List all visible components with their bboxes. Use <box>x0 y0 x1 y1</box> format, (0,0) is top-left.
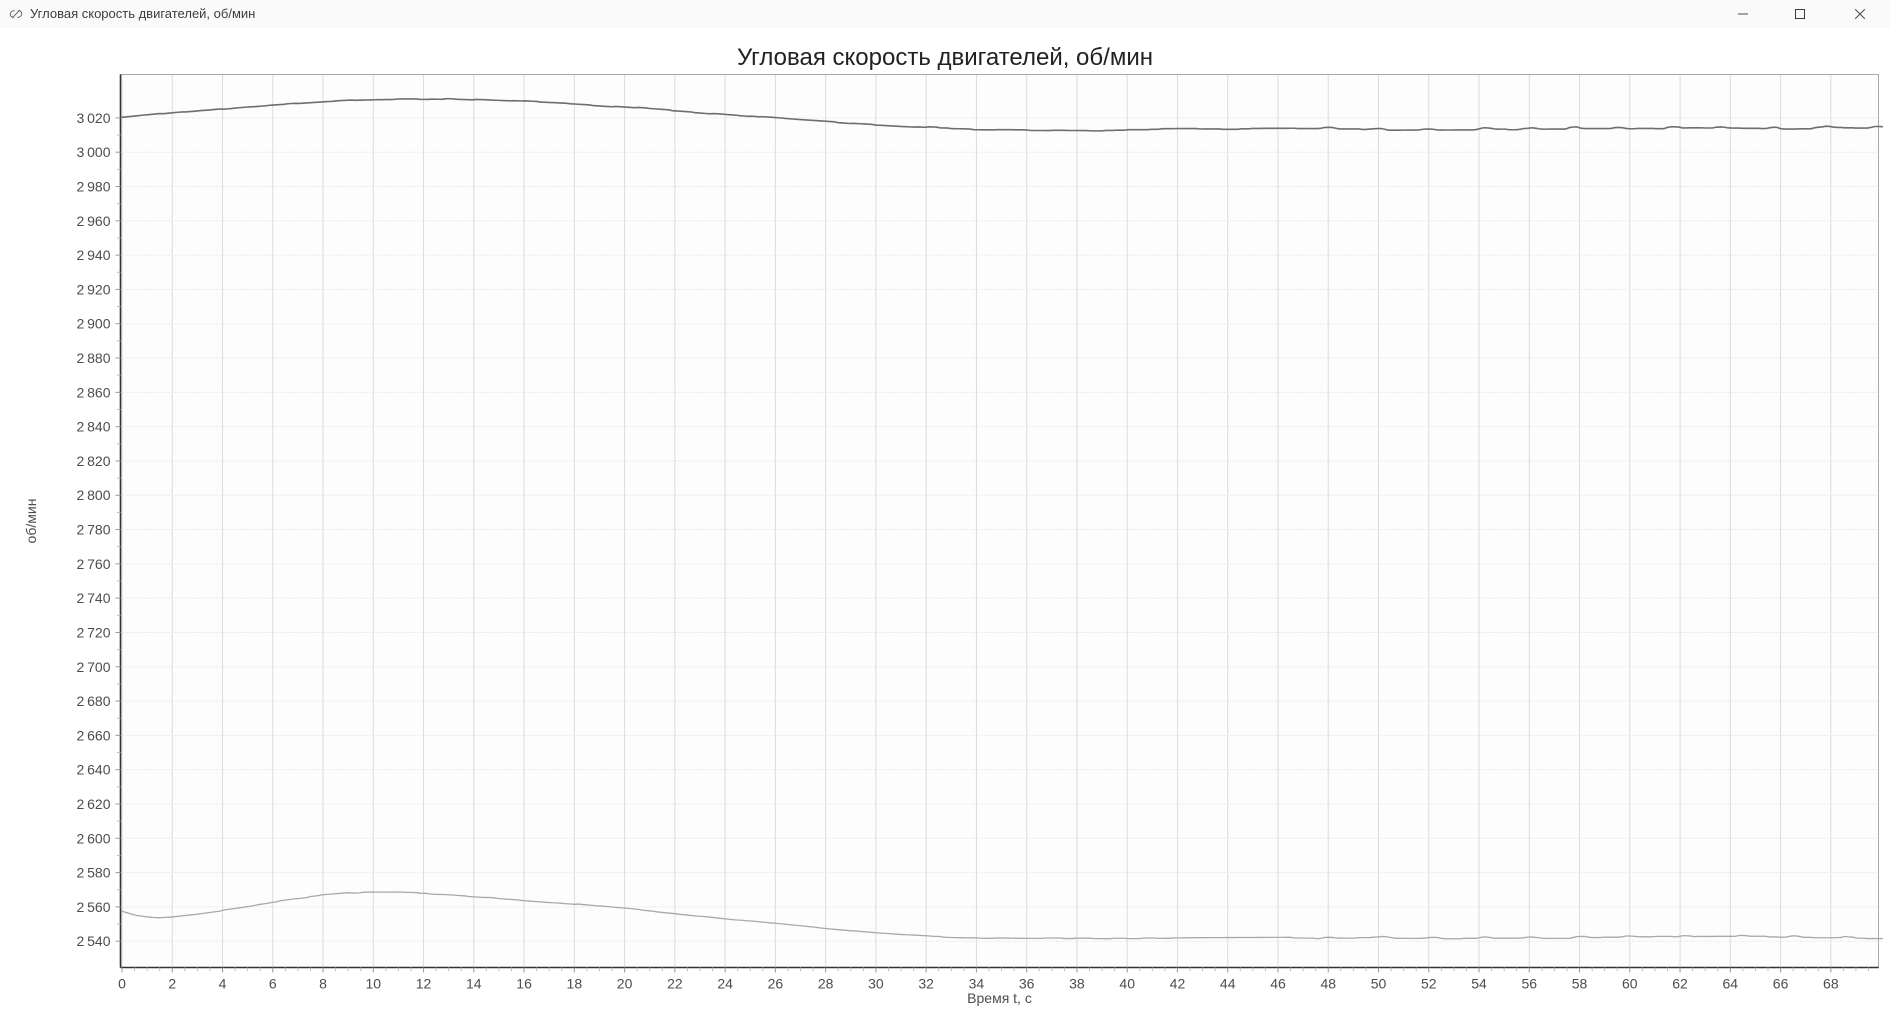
svg-text:2 900: 2 900 <box>77 316 111 332</box>
svg-text:2 680: 2 680 <box>77 693 111 709</box>
svg-text:44: 44 <box>1220 976 1236 992</box>
svg-text:2 740: 2 740 <box>77 590 111 606</box>
svg-text:2 820: 2 820 <box>77 453 111 469</box>
svg-text:2 880: 2 880 <box>77 350 111 366</box>
svg-text:42: 42 <box>1170 976 1186 992</box>
svg-text:6: 6 <box>269 976 277 992</box>
svg-text:2 600: 2 600 <box>77 830 111 846</box>
svg-text:32: 32 <box>918 976 934 992</box>
svg-text:2 540: 2 540 <box>77 933 111 949</box>
svg-text:2 960: 2 960 <box>77 213 111 229</box>
svg-text:24: 24 <box>717 976 733 992</box>
svg-text:26: 26 <box>768 976 784 992</box>
svg-text:2 640: 2 640 <box>77 762 111 778</box>
svg-text:30: 30 <box>868 976 884 992</box>
svg-text:52: 52 <box>1421 976 1437 992</box>
svg-text:3 000: 3 000 <box>77 144 111 160</box>
svg-text:2 920: 2 920 <box>77 281 111 297</box>
svg-text:2 760: 2 760 <box>77 556 111 572</box>
svg-text:Время t, c: Время t, c <box>967 990 1032 1006</box>
svg-text:4: 4 <box>219 976 227 992</box>
svg-text:2 720: 2 720 <box>77 624 111 640</box>
svg-text:22: 22 <box>667 976 683 992</box>
svg-text:62: 62 <box>1672 976 1688 992</box>
svg-text:2 700: 2 700 <box>77 659 111 675</box>
svg-text:2 580: 2 580 <box>77 865 111 881</box>
svg-text:60: 60 <box>1622 976 1638 992</box>
svg-text:16: 16 <box>516 976 532 992</box>
svg-text:12: 12 <box>416 976 432 992</box>
svg-text:54: 54 <box>1471 976 1487 992</box>
svg-text:2 560: 2 560 <box>77 899 111 915</box>
svg-text:58: 58 <box>1572 976 1588 992</box>
svg-text:50: 50 <box>1371 976 1387 992</box>
svg-text:68: 68 <box>1823 976 1839 992</box>
svg-text:3 020: 3 020 <box>77 110 111 126</box>
svg-text:2 860: 2 860 <box>77 384 111 400</box>
svg-text:2 780: 2 780 <box>77 522 111 538</box>
svg-text:2 800: 2 800 <box>77 487 111 503</box>
svg-text:10: 10 <box>366 976 382 992</box>
svg-text:8: 8 <box>319 976 327 992</box>
svg-text:28: 28 <box>818 976 834 992</box>
svg-text:2 620: 2 620 <box>77 796 111 812</box>
svg-text:0: 0 <box>118 976 126 992</box>
svg-text:об/мин: об/мин <box>23 499 39 544</box>
svg-text:20: 20 <box>617 976 633 992</box>
svg-text:2 980: 2 980 <box>77 179 111 195</box>
svg-text:2 840: 2 840 <box>77 419 111 435</box>
svg-text:2 940: 2 940 <box>77 247 111 263</box>
svg-text:2: 2 <box>168 976 176 992</box>
svg-text:66: 66 <box>1773 976 1789 992</box>
svg-text:40: 40 <box>1119 976 1135 992</box>
svg-text:56: 56 <box>1521 976 1537 992</box>
svg-text:46: 46 <box>1270 976 1286 992</box>
svg-text:48: 48 <box>1320 976 1336 992</box>
svg-text:2 660: 2 660 <box>77 727 111 743</box>
svg-text:14: 14 <box>466 976 482 992</box>
svg-text:38: 38 <box>1069 976 1085 992</box>
svg-text:18: 18 <box>567 976 583 992</box>
svg-text:64: 64 <box>1723 976 1739 992</box>
